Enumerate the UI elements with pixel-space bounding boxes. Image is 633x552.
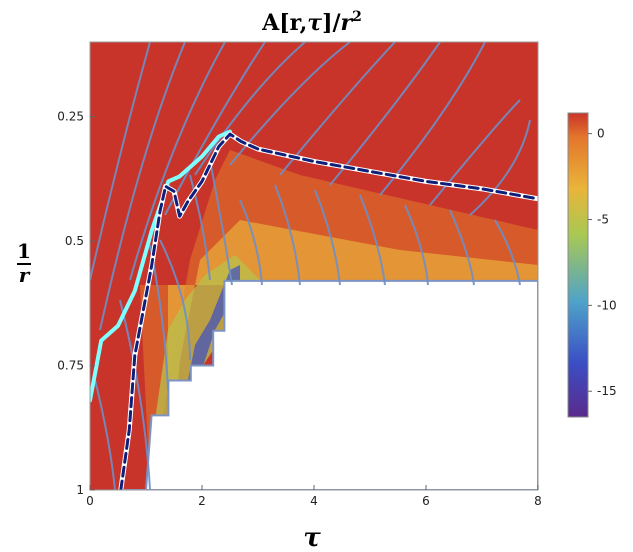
colorbar-tick-label: -10 xyxy=(597,298,617,312)
plot-area xyxy=(90,42,538,490)
colorbar: 0 -5 -10 -15 xyxy=(567,112,617,418)
x-tick-label: 0 xyxy=(86,494,94,508)
characteristic-curve xyxy=(129,42,226,281)
x-tick-label: 2 xyxy=(198,494,206,508)
colorbar-tick-label: 0 xyxy=(597,127,605,141)
y-tick-label: 0.75 xyxy=(57,359,84,373)
characteristic-curve xyxy=(209,159,233,286)
y-tick-label: 0.5 xyxy=(65,234,84,248)
characteristic-curve xyxy=(94,379,116,490)
characteristic-curve xyxy=(449,209,475,286)
title-exp: 2 xyxy=(352,9,362,25)
characteristic-curve xyxy=(469,119,531,216)
characteristic-curve xyxy=(99,42,186,331)
colorbar-ticks: 0 -5 -10 -15 xyxy=(588,127,617,398)
y-tick-label: 0.25 xyxy=(57,110,84,124)
characteristic-curve xyxy=(274,184,301,286)
y-axis-label: 1 r xyxy=(17,239,31,287)
chart-title: A[r,τ]/r2 xyxy=(261,9,362,36)
title-r: r xyxy=(341,10,354,36)
y-axis: 0.25 0.5 0.75 1 xyxy=(57,110,95,497)
characteristic-curve xyxy=(119,299,151,490)
x-tick-label: 8 xyxy=(534,494,542,508)
characteristic-curve xyxy=(189,174,211,281)
x-tick-label: 4 xyxy=(310,494,318,508)
colorbar-tick-label: -15 xyxy=(597,384,617,398)
colorbar-tick-label: -5 xyxy=(597,212,609,226)
title-tau: τ xyxy=(307,10,322,36)
y-tick-label: 1 xyxy=(76,483,84,497)
characteristic-curve xyxy=(239,199,263,286)
characteristic-curves xyxy=(90,42,531,490)
characteristic-curve xyxy=(429,99,521,206)
characteristic-curve xyxy=(494,219,521,286)
title-main: A[r, xyxy=(261,10,307,36)
characteristic-curve xyxy=(159,239,191,361)
y-label-denominator: r xyxy=(19,263,31,287)
characteristic-curve xyxy=(359,194,386,286)
x-axis-label: τ xyxy=(303,523,321,552)
series-layer xyxy=(90,129,538,490)
x-axis: 0 2 4 6 8 xyxy=(86,485,542,508)
characteristic-curve xyxy=(164,42,266,216)
dashed-series-line xyxy=(119,132,538,490)
characteristic-curve xyxy=(314,189,341,286)
heatmap-band-yellow xyxy=(168,220,538,490)
y-label-numerator: 1 xyxy=(17,239,31,263)
colorbar-gradient xyxy=(567,112,589,418)
characteristic-curve xyxy=(194,42,306,176)
x-tick-label: 6 xyxy=(422,494,430,508)
title-close: ]/ xyxy=(322,10,341,36)
excluded-region xyxy=(123,279,538,490)
characteristic-curve xyxy=(404,204,429,286)
characteristic-curve xyxy=(90,42,151,281)
